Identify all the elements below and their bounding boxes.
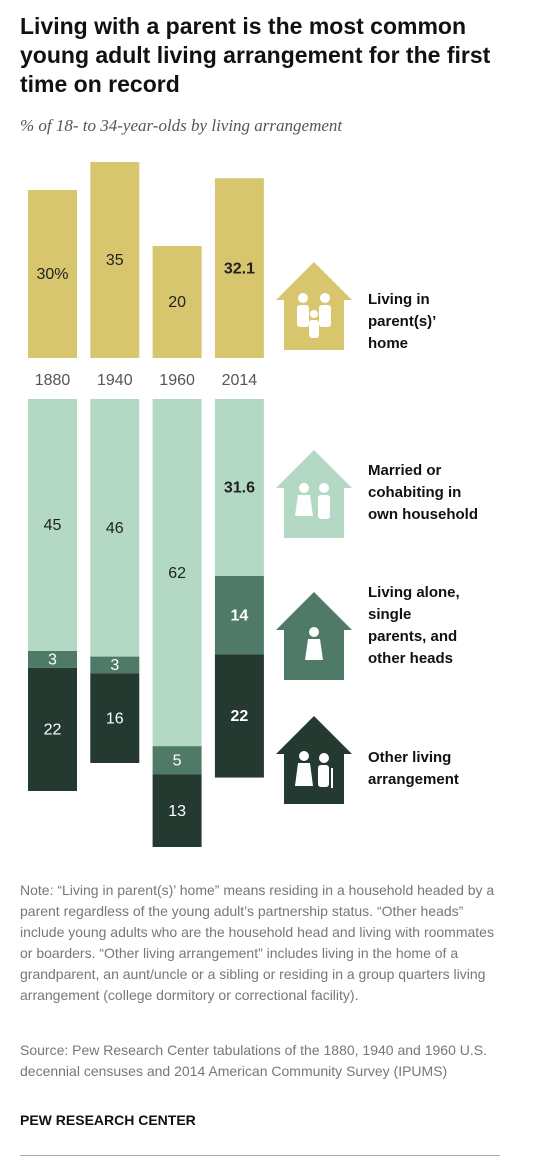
value-label: 46 <box>106 520 124 537</box>
bar-segment <box>214 654 264 778</box>
value-label: 20 <box>168 294 186 311</box>
chart-subtitle: % of 18- to 34-year-olds by living arran… <box>20 116 343 135</box>
bar-segment <box>214 399 264 576</box>
value-label: 13 <box>168 803 186 820</box>
value-label: 14 <box>231 607 249 624</box>
legend-label: Other living arrangement <box>368 749 459 788</box>
bar-segment <box>152 746 202 775</box>
value-label: 30% <box>36 266 68 283</box>
x-tick-label: 1960 <box>159 372 195 389</box>
legend-label: Living in parent(s)’ home <box>368 291 436 352</box>
bar-segment <box>152 246 202 358</box>
bar-segment <box>214 178 264 358</box>
bar-segment <box>152 774 202 847</box>
credit: PEW RESEARCH CENTER <box>20 1112 196 1128</box>
bar-segment <box>28 667 77 791</box>
icons <box>276 262 352 804</box>
bar-segment <box>90 673 140 763</box>
bar-segment <box>28 651 77 668</box>
value-label: 5 <box>173 752 182 769</box>
x-tick-label: 1880 <box>35 372 71 389</box>
value-label: 22 <box>44 722 62 739</box>
source: Source: Pew Research Center tabulations … <box>20 1042 487 1079</box>
bar-segment <box>90 162 140 358</box>
chart-title: Living with a parent is the most common … <box>20 13 491 97</box>
note: Note: “Living in parent(s)’ home” means … <box>20 882 495 1003</box>
value-label: 45 <box>44 517 62 534</box>
rule <box>20 1155 500 1156</box>
legend-label: Married or cohabiting in own household <box>368 462 478 523</box>
value-label: 3 <box>110 657 119 674</box>
house-icon <box>276 450 352 538</box>
bar-segment <box>28 190 77 358</box>
house-icon <box>276 716 352 804</box>
value-label: 22 <box>231 708 249 725</box>
value-label: 32.1 <box>224 260 255 277</box>
bar-segment <box>152 399 202 747</box>
x-tick-label: 2014 <box>222 372 258 389</box>
bar-segment <box>90 399 140 657</box>
value-label: 35 <box>106 252 124 269</box>
value-label: 31.6 <box>224 480 255 497</box>
bar-segment <box>28 399 77 651</box>
x-tick-label: 1940 <box>97 372 133 389</box>
value-label: 16 <box>106 710 124 727</box>
bar-segment <box>90 656 140 674</box>
value-label: 3 <box>48 652 57 669</box>
value-label: 62 <box>168 565 186 582</box>
legend-label: Living alone, single parents, and other … <box>368 584 460 667</box>
house-icon <box>276 592 352 680</box>
bar-segment <box>214 575 264 655</box>
house-icon <box>276 262 352 350</box>
